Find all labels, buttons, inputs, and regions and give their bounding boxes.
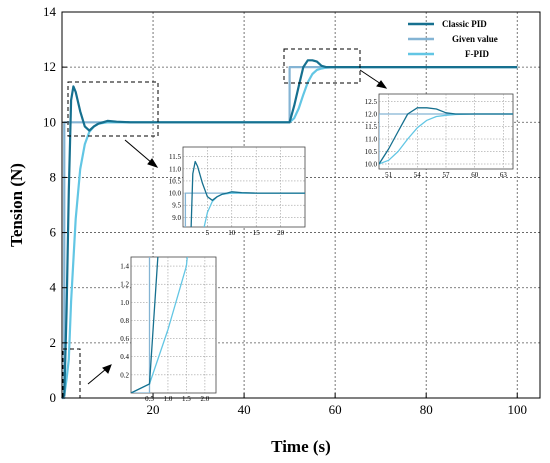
- inset-x-tick-label: 54: [414, 171, 422, 179]
- inset-series-line-classic: [379, 107, 513, 165]
- plot-frame: [61, 11, 541, 399]
- y-tick-label: 8: [50, 169, 57, 184]
- inset-x-tick-label: 57: [443, 171, 451, 179]
- inset-y-tick-label: 0.8: [120, 317, 129, 325]
- x-tick-label: 20: [147, 402, 160, 417]
- inset-first-step: 5 10 15 20 9.0 9.5 10.0 10.5 11.0 11.5: [169, 146, 306, 237]
- inset-x-tick-label: 5: [206, 229, 210, 237]
- inset-y-tick-label: 10.0: [365, 161, 378, 169]
- inset-y-tick-label: 10.5: [365, 148, 378, 156]
- inset-x-tick-label: 63: [500, 171, 508, 179]
- inset-y-tick-label: 11.0: [169, 165, 181, 173]
- inset-y-tick-label: 12.5: [365, 98, 378, 106]
- y-tick-label: 14: [43, 4, 57, 19]
- inset-y-tick-label: 10.0: [169, 190, 182, 198]
- inset-y-tick-label: 1.0: [120, 299, 129, 307]
- inset-y-tick-label: 9.5: [172, 202, 181, 210]
- inset-x-tick-label: 15: [253, 229, 261, 237]
- inset-second-step: 51 54 57 60 63 10.0 10.5 11.0 11.5 12.0 12.5: [365, 93, 514, 179]
- inset-y-tick-label: 0.2: [120, 371, 129, 379]
- legend: Classic PID Given value F-PID: [408, 19, 498, 59]
- inset-x-tick-label: 51: [385, 171, 393, 179]
- inset-y-tick-label: 11.5: [169, 153, 181, 161]
- inset-y-tick-label: 12.0: [365, 111, 378, 119]
- y-tick-label: 12: [43, 59, 56, 74]
- inset-x-tick-label: 2.0: [201, 395, 210, 403]
- inset-x-tick-label: 60: [471, 171, 479, 179]
- inset-x-tick-label: 0.5: [145, 395, 154, 403]
- inset-y-tick-label: 0.6: [120, 335, 129, 343]
- zoom-box-start: [62, 348, 81, 399]
- y-tick-label: 6: [50, 225, 57, 240]
- x-tick-label: 80: [420, 402, 433, 417]
- inset-x-tick-label: 1.5: [182, 395, 191, 403]
- series-line-classic: [61, 59, 518, 399]
- inset-y-tick-label: 0.4: [120, 353, 129, 361]
- inset-frame: [182, 146, 306, 228]
- y-tick-label: 0: [50, 390, 57, 405]
- x-tick-label: 60: [329, 402, 342, 417]
- y-tick-label: 10: [43, 114, 56, 129]
- y-tick-label: 4: [50, 280, 57, 295]
- x-tick-label: 100: [507, 402, 527, 417]
- zoom-box-first-step: [67, 81, 159, 137]
- inset-series-line-fpid: [379, 113, 513, 165]
- inset-y-tick-label: 1.4: [120, 263, 129, 271]
- inset-x-tick-label: 20: [277, 229, 285, 237]
- x-tick-label: 40: [238, 402, 251, 417]
- legend-label-given: Given value: [452, 34, 498, 44]
- legend-label-fpid: F-PID: [465, 49, 489, 59]
- inset-y-tick-label: 9.0: [172, 214, 181, 222]
- inset-y-tick-label: 1.2: [120, 281, 129, 289]
- inset-frame: [130, 256, 217, 394]
- x-axis-label: Time (s): [271, 437, 331, 456]
- inset-y-tick-label: 11.5: [365, 123, 377, 131]
- inset-y-tick-label: 10.5: [169, 177, 182, 185]
- y-axis-label: Tension (N): [7, 163, 26, 247]
- inset-x-tick-label: 1.0: [164, 395, 173, 403]
- inset-y-tick-label: 11.0: [365, 136, 377, 144]
- zoom-box-second-step: [283, 48, 361, 84]
- legend-label-classic: Classic PID: [442, 19, 487, 29]
- inset-x-tick-label: 10: [228, 229, 236, 237]
- inset-series-line-classic: [190, 160, 305, 227]
- arrows: [87, 69, 388, 385]
- y-tick-label: 2: [50, 335, 57, 350]
- inset-start: 0.5 1.0 1.5 2.0 0.2 0.4 0.6 0.8 1.0 1.2 1.4: [120, 256, 217, 403]
- main-ticks: 20 40 60 80 100 0 2 4 6 8 10 12 14: [43, 4, 527, 417]
